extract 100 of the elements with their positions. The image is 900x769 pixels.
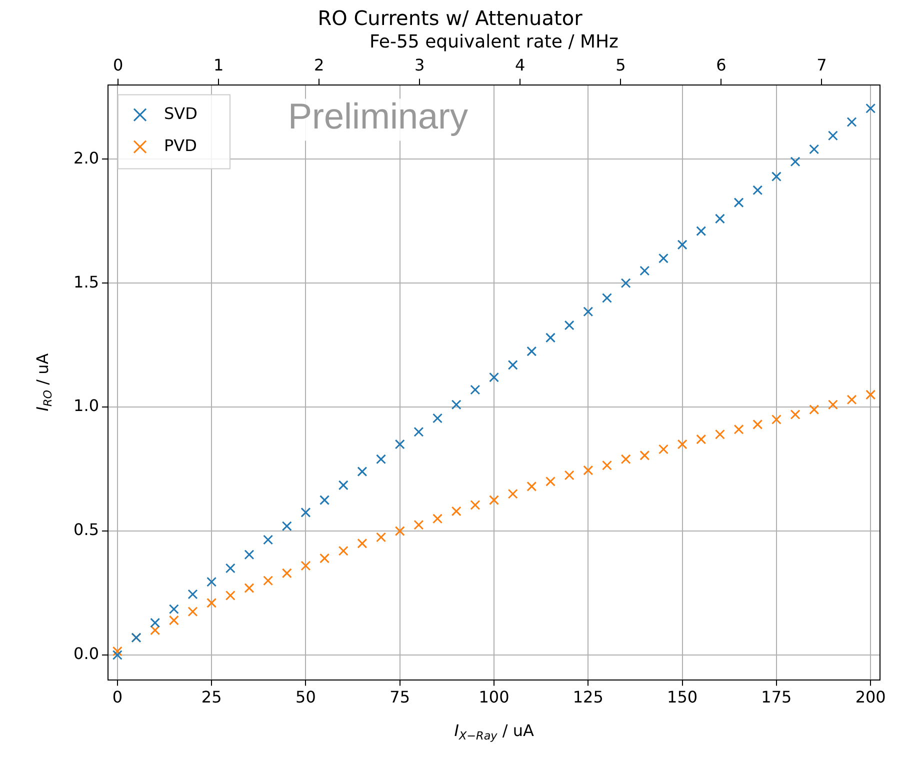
x2-tick-label: 5 bbox=[616, 55, 626, 74]
point bbox=[809, 404, 820, 415]
point bbox=[470, 500, 480, 510]
point bbox=[640, 266, 650, 276]
y-tick-label: 0.5 bbox=[74, 520, 99, 540]
y-tick-label: 1.0 bbox=[74, 396, 99, 416]
point bbox=[790, 156, 800, 167]
point bbox=[526, 346, 537, 356]
point bbox=[414, 426, 424, 437]
point bbox=[752, 419, 763, 430]
point bbox=[150, 618, 160, 628]
point bbox=[508, 360, 518, 370]
legend-label: PVD bbox=[164, 136, 197, 155]
point bbox=[188, 589, 198, 600]
point bbox=[846, 116, 857, 127]
point bbox=[451, 506, 462, 516]
point bbox=[790, 410, 800, 420]
point bbox=[320, 553, 330, 564]
point bbox=[489, 372, 499, 382]
annotation: Preliminary bbox=[288, 96, 468, 137]
point bbox=[357, 466, 368, 477]
point bbox=[414, 520, 424, 530]
x-tick-label: 25 bbox=[201, 688, 222, 707]
point bbox=[470, 384, 480, 395]
point bbox=[866, 390, 876, 400]
point bbox=[526, 481, 537, 492]
point bbox=[206, 598, 217, 608]
point bbox=[771, 414, 782, 424]
point bbox=[714, 214, 725, 224]
point bbox=[263, 576, 274, 586]
point bbox=[734, 424, 744, 434]
point bbox=[168, 604, 179, 614]
point bbox=[809, 144, 820, 154]
point bbox=[696, 226, 706, 236]
point bbox=[282, 521, 292, 532]
point bbox=[394, 439, 405, 450]
point bbox=[376, 454, 386, 464]
point bbox=[432, 514, 443, 524]
point bbox=[338, 480, 348, 490]
point bbox=[828, 400, 838, 410]
point bbox=[451, 400, 462, 410]
point bbox=[677, 439, 688, 450]
point bbox=[112, 646, 122, 656]
point bbox=[168, 615, 179, 626]
point bbox=[602, 293, 612, 303]
x2-tick-label: 7 bbox=[816, 55, 827, 74]
point bbox=[564, 470, 574, 480]
point bbox=[602, 460, 612, 470]
point bbox=[489, 495, 499, 506]
point bbox=[640, 450, 650, 460]
y-axis-title: IRO / uA bbox=[33, 353, 55, 412]
point bbox=[583, 465, 594, 476]
x2-axis-title: Fe-55 equivalent rate / MHz bbox=[369, 31, 619, 52]
point bbox=[828, 130, 838, 141]
point bbox=[714, 429, 725, 440]
point bbox=[696, 434, 706, 444]
point bbox=[866, 103, 876, 114]
point bbox=[508, 488, 518, 499]
point bbox=[545, 476, 556, 486]
point bbox=[188, 606, 198, 617]
point bbox=[282, 568, 292, 578]
point bbox=[394, 526, 405, 536]
legend-label: SVD bbox=[164, 104, 198, 123]
point bbox=[620, 454, 631, 464]
point bbox=[583, 306, 594, 317]
point bbox=[771, 172, 782, 182]
point bbox=[263, 534, 274, 545]
x2-tick-label: 6 bbox=[716, 55, 726, 74]
point bbox=[545, 332, 556, 343]
point bbox=[300, 507, 311, 518]
x-tick-label: 75 bbox=[390, 688, 410, 707]
x2-tick-label: 2 bbox=[314, 55, 324, 74]
x-tick-label: 100 bbox=[478, 688, 510, 707]
x-tick-label: 125 bbox=[572, 688, 604, 707]
point bbox=[846, 394, 857, 405]
x2-tick-label: 1 bbox=[213, 55, 224, 74]
point bbox=[564, 320, 574, 330]
point bbox=[112, 650, 122, 660]
x2-tick-label: 3 bbox=[414, 55, 425, 74]
point bbox=[432, 413, 443, 424]
point bbox=[752, 185, 763, 196]
point bbox=[244, 583, 254, 594]
point bbox=[206, 576, 217, 587]
point bbox=[300, 560, 311, 571]
point bbox=[658, 444, 668, 454]
point bbox=[150, 625, 160, 636]
x-tick-label: 175 bbox=[761, 688, 792, 707]
x-tick-label: 200 bbox=[855, 688, 886, 707]
point bbox=[620, 278, 631, 288]
x2-tick-label: 4 bbox=[515, 55, 526, 74]
x-tick-label: 0 bbox=[112, 688, 123, 707]
point bbox=[658, 253, 668, 264]
x-tick-label: 150 bbox=[667, 688, 698, 707]
y-tick-label: 2.0 bbox=[74, 148, 99, 168]
point bbox=[734, 198, 744, 208]
point bbox=[244, 550, 254, 560]
point bbox=[225, 590, 236, 600]
y-tick-label: 1.5 bbox=[74, 272, 99, 292]
point bbox=[677, 240, 688, 250]
x2-tick-label: 0 bbox=[112, 55, 124, 74]
